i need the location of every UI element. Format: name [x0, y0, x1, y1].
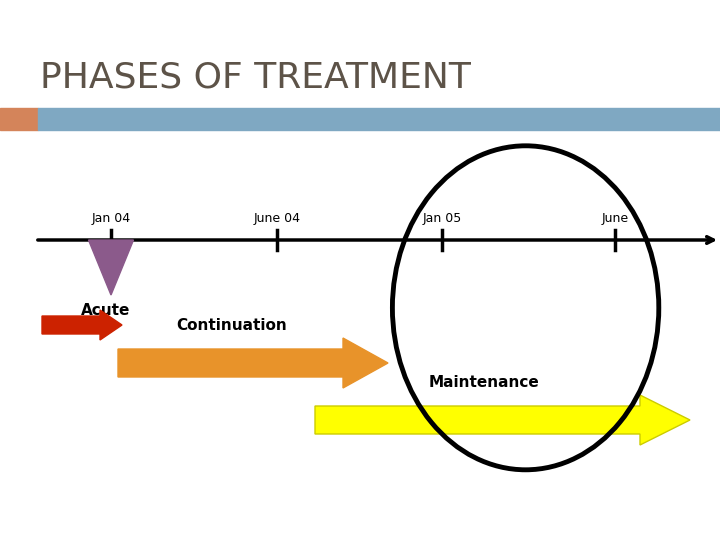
- Bar: [0, 108, 38, 130]
- Text: June: June: [601, 212, 629, 225]
- Text: June 04: June 04: [253, 212, 300, 225]
- FancyArrow shape: [118, 338, 388, 388]
- Text: Continuation: Continuation: [176, 318, 287, 333]
- Bar: [38, 108, 720, 130]
- FancyArrow shape: [315, 395, 690, 445]
- Text: Acute: Acute: [81, 303, 131, 318]
- Text: 05: 05: [97, 252, 113, 265]
- Text: PHASES OF TREATMENT: PHASES OF TREATMENT: [40, 60, 471, 94]
- FancyArrow shape: [42, 310, 122, 340]
- Polygon shape: [89, 240, 133, 295]
- Text: Jan 05: Jan 05: [423, 212, 462, 225]
- Text: Maintenance: Maintenance: [428, 375, 539, 390]
- Text: Jan 04: Jan 04: [91, 212, 130, 225]
